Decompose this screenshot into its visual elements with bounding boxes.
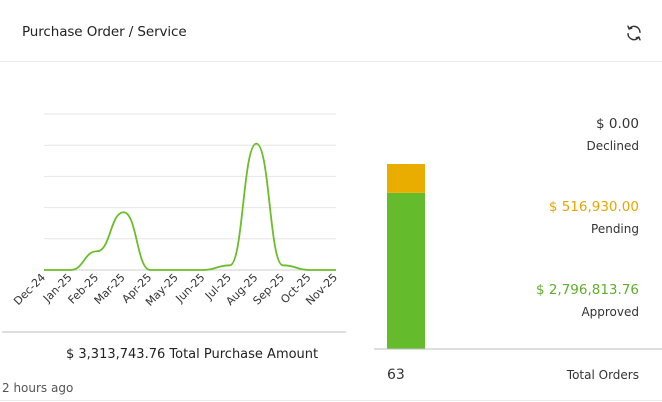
- approved-value: $ 2,796,813.76: [535, 282, 639, 298]
- refresh-icon[interactable]: [625, 24, 643, 42]
- bottom-divider: [0, 400, 662, 401]
- total-purchase-label: Total Purchase Amount: [169, 347, 319, 362]
- pending-value: $ 516,930.00: [548, 199, 639, 215]
- last-updated: 2 hours ago: [2, 381, 74, 395]
- total-purchase-amount: $ 3,313,743.76: [66, 347, 166, 362]
- charts-area: Dec-24Jan-25Feb-25Mar-25Apr-25May-25Jun-…: [2, 113, 662, 350]
- declined-label: Declined: [586, 139, 640, 153]
- total-orders-label: Total Orders: [566, 368, 639, 382]
- approved-label: Approved: [581, 305, 639, 319]
- x-tick-label: Jun-25: [173, 271, 208, 306]
- x-tick-label: Dec-24: [11, 271, 48, 308]
- total-purchase: $ 3,313,743.76 Total Purchase Amount: [66, 347, 318, 362]
- card-header: Purchase Order / Service: [0, 0, 662, 62]
- card-title: Purchase Order / Service: [22, 24, 187, 40]
- declined-value: $ 0.00: [596, 116, 639, 132]
- bar-segment-approved: [387, 192, 425, 349]
- bar-segment-pending: [387, 164, 425, 193]
- pending-label: Pending: [591, 222, 639, 236]
- line-series: [43, 142, 336, 271]
- total-orders-count: 63: [387, 367, 405, 383]
